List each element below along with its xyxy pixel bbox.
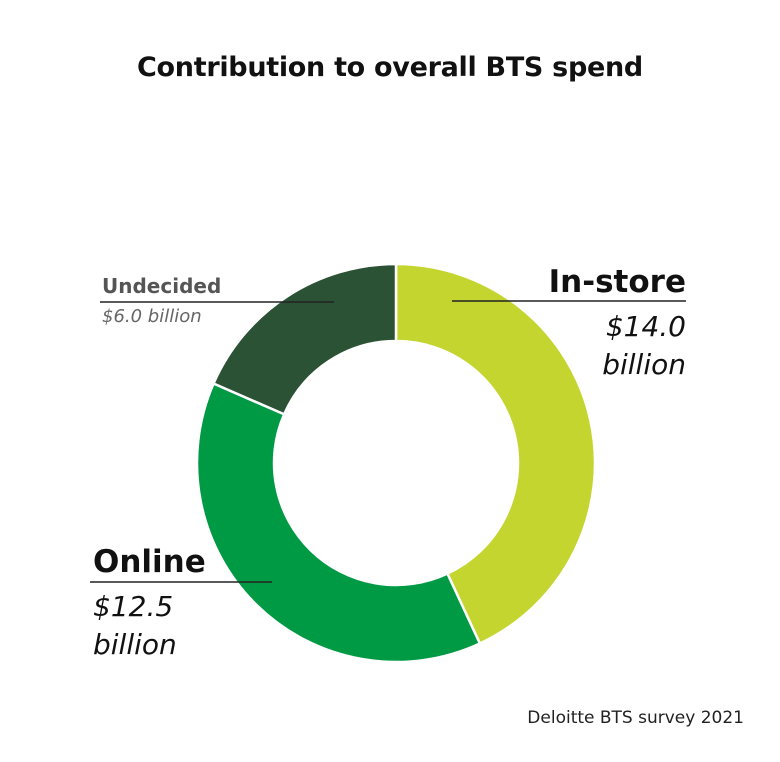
label-online: Online $12.5 billion	[93, 544, 293, 664]
chart-title: Contribution to overall BTS spend	[137, 52, 643, 83]
slice-online	[195, 381, 482, 664]
label-undecided: Undecided $6.0 billion	[102, 274, 302, 327]
value-label-online-amount: $12.5	[93, 590, 174, 623]
slice-in-store	[394, 262, 597, 646]
value-label-instore-unit: billion	[602, 348, 686, 381]
value-label-online-unit: billion	[93, 628, 177, 661]
value-label-instore-amount: $14.0	[605, 310, 686, 343]
category-label-instore: In-store	[548, 264, 686, 300]
label-instore: In-store $14.0 billion	[480, 264, 686, 384]
category-label-online: Online	[93, 544, 206, 580]
source-note: Deloitte BTS survey 2021	[527, 708, 744, 728]
value-label-undecided: $6.0 billion	[102, 306, 202, 327]
slice-undecided	[211, 262, 398, 416]
category-label-undecided: Undecided	[102, 274, 222, 298]
